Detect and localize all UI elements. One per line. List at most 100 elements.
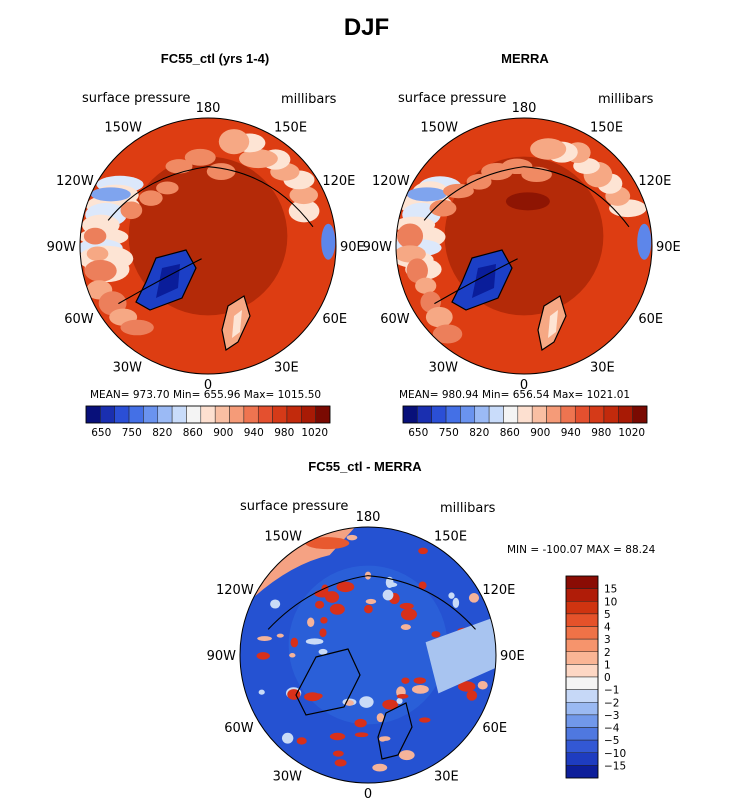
colorbar-tick-label: −15 (604, 760, 626, 772)
difference-speckle (396, 693, 409, 699)
coastal-patch (156, 181, 179, 195)
longitude-label: 150E (590, 121, 623, 136)
difference-speckle (418, 547, 428, 555)
colorbar-swatch (565, 727, 599, 741)
colorbar-swatch (565, 714, 599, 728)
difference-speckle (376, 713, 385, 723)
difference-speckle (466, 690, 478, 701)
coastal-patch (120, 201, 143, 220)
colorbar-tick-label: 980 (591, 427, 611, 439)
colorbar-swatch (243, 405, 259, 424)
colorbar-tick-label: −2 (604, 697, 619, 709)
coastline (107, 166, 314, 228)
difference-speckle (289, 653, 296, 658)
panel-variable-label: surface pressure (82, 91, 191, 106)
terrain-patch (84, 259, 117, 282)
coastline (118, 258, 202, 305)
rockies-low (321, 223, 336, 260)
coastline (434, 258, 518, 305)
longitude-label: 90E (500, 649, 525, 664)
colorbar-swatch (474, 405, 490, 424)
colorbar-swatch (565, 676, 599, 690)
colorbar-frame (565, 575, 599, 779)
longitude-label: 90E (656, 240, 681, 255)
colorbar-swatch (128, 405, 144, 424)
difference-speckle (319, 628, 327, 638)
high-terrain-low (406, 187, 447, 202)
colorbar-tick-label: 650 (91, 427, 111, 439)
panel-title-model: FC55_ctl (yrs 1-4) (160, 51, 270, 66)
coastline (423, 166, 630, 228)
difference-speckle (257, 636, 272, 641)
terrain-patch (396, 223, 424, 249)
difference-speckle (276, 633, 284, 638)
colorbar-swatch (565, 638, 599, 652)
difference-speckle (418, 717, 431, 723)
colorbar-tick-label: 980 (274, 427, 294, 439)
longitude-label: 90E (340, 240, 365, 255)
colorbar-swatch (257, 405, 273, 424)
colorbar-swatch (272, 405, 288, 424)
colorbar-tick-label: 820 (152, 427, 172, 439)
colorbar-tick-label: 2 (604, 647, 611, 659)
panel-title-difference: FC55_ctl - MERRA (308, 459, 422, 474)
difference-speckle (400, 624, 411, 631)
longitude-label: 0 (364, 787, 372, 798)
difference-speckle (401, 677, 410, 684)
difference-speckle (290, 637, 299, 648)
colorbar-swatch (417, 405, 432, 424)
coastal-patch (139, 190, 163, 206)
colorbar-tick-label: −1 (604, 685, 619, 697)
colorbar-tick-label: 860 (500, 427, 520, 439)
difference-speckle (365, 598, 377, 605)
coastal-patch (443, 183, 474, 199)
colorbar-swatch (560, 405, 576, 424)
colorbar-swatch (565, 689, 599, 703)
longitude-label: 120W (56, 174, 94, 189)
difference-speckle (320, 616, 328, 624)
colorbar-swatch (143, 405, 159, 424)
colorbar-swatch (565, 739, 599, 753)
coastal-patch (206, 163, 236, 180)
colorbar-swatch (171, 405, 187, 424)
colorbar-tick-label: 860 (183, 427, 203, 439)
colorbar-swatch (618, 405, 633, 424)
difference-speckle (359, 696, 374, 708)
difference-speckle (382, 589, 394, 601)
rockies-patch (288, 199, 320, 223)
map-border (79, 117, 337, 375)
difference-speckle (372, 763, 388, 772)
longitude-label: 60W (64, 312, 94, 327)
longitude-label: 150E (274, 121, 307, 136)
colorbar-tick-label: 5 (604, 609, 611, 621)
longitude-label: 30W (113, 360, 143, 375)
longitude-label: 60E (482, 721, 507, 736)
coastal-patch (165, 159, 193, 174)
difference-speckle (431, 631, 441, 638)
longitude-label: 30W (429, 360, 459, 375)
longitude-label: 120W (372, 174, 410, 189)
rockies-patch (239, 149, 278, 169)
scandinavia-high (548, 310, 558, 338)
difference-speckle (411, 684, 429, 694)
north-america-light (425, 616, 496, 694)
difference-speckle (314, 693, 323, 699)
colorbar-swatch (402, 405, 418, 424)
difference-speckle (364, 604, 373, 614)
longitude-label: 30E (274, 360, 299, 375)
colorbar-swatch (229, 405, 245, 424)
difference-speckle (399, 602, 414, 610)
longitude-label: 60W (224, 721, 254, 736)
colorbar-swatch (431, 405, 447, 424)
colorbar-swatch (565, 651, 599, 665)
difference-speckle (380, 736, 391, 741)
difference-speckle (452, 597, 460, 609)
colorbar-tick-label: −3 (604, 710, 619, 722)
colorbar-tick-label: 940 (244, 427, 264, 439)
colorbar-swatch (565, 575, 599, 589)
colorbar-swatch (517, 405, 533, 424)
longitude-label: 0 (520, 378, 528, 393)
longitude-label: 150W (104, 121, 142, 136)
coastline (267, 575, 476, 630)
pacific-positive-core (305, 537, 350, 550)
